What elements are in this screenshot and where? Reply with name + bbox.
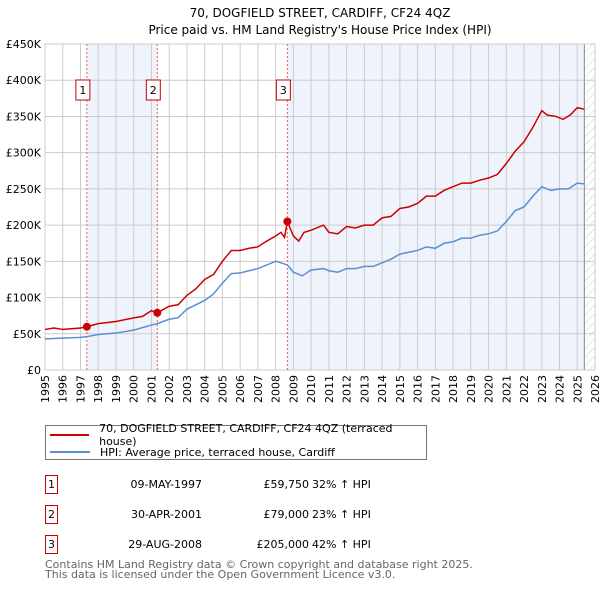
y-tick-label: £450K <box>6 38 42 51</box>
x-tick-label: 1999 <box>110 375 123 403</box>
x-tick-label: 2012 <box>341 375 354 403</box>
sale-date: 29-AUG-2008 <box>128 538 202 551</box>
sale-marker-box: 3 <box>45 535 58 554</box>
sale-label-box <box>145 79 161 101</box>
legend-item-property: 70, DOGFIELD STREET, CARDIFF, CF24 4QZ (… <box>50 422 426 448</box>
x-tick-label: 2001 <box>145 375 158 403</box>
x-tick-label: 2000 <box>128 375 141 403</box>
chart-title: 70, DOGFIELD STREET, CARDIFF, CF24 4QZ <box>190 6 451 20</box>
x-tick-label: 2013 <box>358 375 371 403</box>
sale-price: £79,000 <box>263 508 310 521</box>
price-chart: 70, DOGFIELD STREET, CARDIFF, CF24 4QZ P… <box>6 6 600 403</box>
sale-label-box <box>275 79 291 101</box>
x-tick-label: 2005 <box>216 375 229 403</box>
x-tick-label: 2018 <box>447 375 460 403</box>
sale-label: 3 <box>280 84 287 97</box>
footer: Contains HM Land Registry data © Crown c… <box>45 558 473 581</box>
sale-row: 1 09-MAY-1997 £59,750 32% ↑ HPI <box>45 475 545 495</box>
y-tick-label: £200K <box>6 219 42 232</box>
y-tick-label: £100K <box>6 292 42 305</box>
y-tick-label: £300K <box>6 147 42 160</box>
chart-subtitle: Price paid vs. HM Land Registry's House … <box>148 23 491 37</box>
sale-marker-box: 2 <box>45 505 58 524</box>
x-tick-label: 2003 <box>181 375 194 403</box>
sale-label: 1 <box>79 84 86 97</box>
y-tick-label: £250K <box>6 183 42 196</box>
x-tick-label: 2020 <box>483 375 496 403</box>
x-tick-label: 2015 <box>394 375 407 403</box>
x-tick-label: 1995 <box>39 375 52 403</box>
x-tick-label: 2016 <box>412 375 425 403</box>
x-tick-label: 2024 <box>554 375 567 403</box>
legend-label: HPI: Average price, terraced house, Card… <box>100 445 335 459</box>
sale-price: £59,750 <box>263 478 310 491</box>
x-tick-label: 2014 <box>376 375 389 403</box>
x-tick-label: 2002 <box>163 375 176 403</box>
y-tick-label: £150K <box>6 255 42 268</box>
legend-swatch <box>50 451 90 453</box>
x-tick-label: 2007 <box>252 375 265 403</box>
sale-marker <box>283 217 292 226</box>
sale-marker <box>153 308 162 317</box>
sale-date: 30-APR-2001 <box>130 508 202 521</box>
sale-label-box <box>75 79 91 101</box>
x-tick-label: 2021 <box>500 375 513 403</box>
y-tick-label: £400K <box>6 74 42 87</box>
x-tick-label: 1997 <box>74 375 87 403</box>
x-tick-label: 2017 <box>429 375 442 403</box>
legend: 70, DOGFIELD STREET, CARDIFF, CF24 4QZ (… <box>45 422 427 460</box>
sale-price: £205,000 <box>256 538 310 551</box>
y-tick-label: £0 <box>27 364 41 377</box>
x-tick-label: 2011 <box>323 375 336 403</box>
sale-marker-box: 1 <box>45 475 58 494</box>
legend-item-hpi: HPI: Average price, terraced house, Card… <box>50 444 335 460</box>
sale-hpi: 42% ↑ HPI <box>312 538 371 551</box>
y-tick-label: £50K <box>13 328 42 341</box>
x-tick-label: 1998 <box>92 375 105 403</box>
series-line <box>44 182 585 340</box>
sale-hpi: 23% ↑ HPI <box>312 508 371 521</box>
sale-label: 2 <box>150 84 157 97</box>
footer-copyright: Contains HM Land Registry data © Crown c… <box>45 558 473 571</box>
x-tick-label: 2019 <box>465 375 478 403</box>
plot-frame <box>44 43 596 371</box>
footer-licence: This data is licensed under the Open Gov… <box>45 568 396 581</box>
x-tick-label: 2008 <box>270 375 283 403</box>
sale-hpi: 32% ↑ HPI <box>312 478 371 491</box>
sale-date: 09-MAY-1997 <box>130 478 202 491</box>
sale-row: 2 30-APR-2001 £79,000 23% ↑ HPI <box>45 505 545 525</box>
legend-swatch <box>50 434 90 436</box>
x-tick-label: 2006 <box>234 375 247 403</box>
sale-row: 3 29-AUG-2008 £205,000 42% ↑ HPI <box>45 535 545 555</box>
x-tick-label: 1996 <box>57 375 70 403</box>
sale-marker <box>82 322 91 331</box>
shaded-period <box>287 44 585 370</box>
x-tick-label: 2009 <box>287 375 300 403</box>
x-tick-label: 2022 <box>518 375 531 403</box>
x-tick-label: 2010 <box>305 375 318 403</box>
x-tick-label: 2023 <box>536 375 549 403</box>
x-tick-label: 2026 <box>589 375 600 403</box>
future-hatch <box>584 44 595 370</box>
x-tick-label: 2004 <box>199 375 212 403</box>
y-tick-label: £350K <box>6 110 42 123</box>
legend-label: 70, DOGFIELD STREET, CARDIFF, CF24 4QZ (… <box>99 422 393 448</box>
x-tick-label: 2025 <box>571 375 584 403</box>
